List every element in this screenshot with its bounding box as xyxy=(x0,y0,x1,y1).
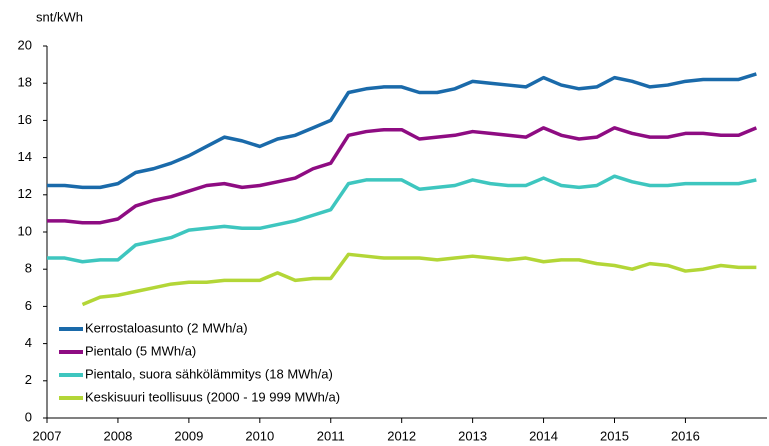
y-tick-label: 16 xyxy=(18,112,32,127)
series-line xyxy=(47,174,757,264)
x-tick-label: 2010 xyxy=(245,428,274,443)
x-tick-label: 2013 xyxy=(458,428,487,443)
x-tick-label: 2015 xyxy=(600,428,629,443)
y-axis-label: snt/kWh xyxy=(36,9,83,24)
legend-label: Pientalo, suora sähkölämmitys (18 MWh/a) xyxy=(85,366,333,381)
y-tick-label: 6 xyxy=(25,298,32,313)
x-tick-label: 2007 xyxy=(33,428,62,443)
series-line xyxy=(47,126,758,225)
y-tick-label: 12 xyxy=(18,186,32,201)
y-tick-label: 4 xyxy=(25,335,32,350)
x-tick-label: 2009 xyxy=(174,428,203,443)
series-line xyxy=(81,252,757,307)
y-tick-label: 10 xyxy=(18,223,32,238)
y-tick-label: 20 xyxy=(18,37,32,52)
x-tick-label: 2008 xyxy=(103,428,132,443)
x-tick-label: 2014 xyxy=(529,428,558,443)
y-tick-label: 2 xyxy=(25,372,32,387)
x-tick-label: 2016 xyxy=(671,428,700,443)
y-tick-label: 18 xyxy=(18,75,32,90)
y-tick-label: 14 xyxy=(18,149,32,164)
y-tick-label: 0 xyxy=(25,409,32,424)
legend-label: Pientalo (5 MWh/a) xyxy=(85,343,196,358)
x-tick-label: 2012 xyxy=(387,428,416,443)
x-tick-label: 2011 xyxy=(317,428,345,443)
series-line xyxy=(47,72,757,190)
legend-label: Keskisuuri teollisuus (2000 - 19 999 MWh… xyxy=(85,389,340,404)
legend-label: Kerrostaloasunto (2 MWh/a) xyxy=(85,320,248,335)
y-tick-label: 8 xyxy=(25,261,32,276)
